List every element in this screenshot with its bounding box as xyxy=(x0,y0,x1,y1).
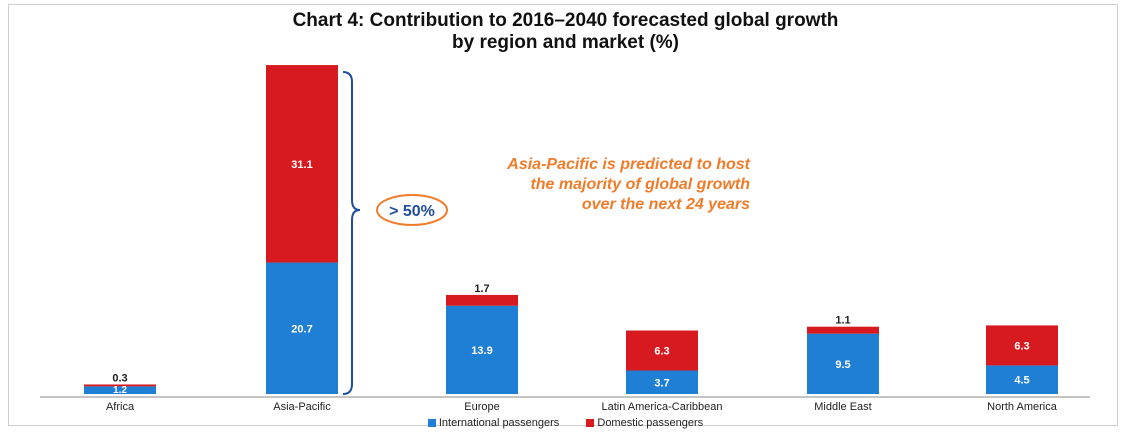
x-tick-label-africa: Africa xyxy=(106,401,135,413)
data-label-domestic-latin-america-caribbean: 6.3 xyxy=(654,346,669,358)
x-tick-label-middle-east: Middle East xyxy=(814,401,871,413)
legend-label-international: International passengers xyxy=(438,417,560,429)
x-tick-label-north-america: North America xyxy=(987,401,1058,413)
asia-pacific-annotation: Asia-Pacific is predicted to host the ma… xyxy=(360,155,750,215)
chart-title-line-2: by region and market (%) xyxy=(452,32,679,53)
x-tick-label-europe: Europe xyxy=(464,401,499,413)
x-tick-label-asia-pacific: Asia-Pacific xyxy=(273,401,331,413)
x-tick-label-latin-america-caribbean: Latin America-Caribbean xyxy=(601,401,722,413)
bar-domestic-latin-america-caribbean xyxy=(626,330,698,371)
data-label-international-north-america: 4.5 xyxy=(1014,375,1029,387)
annotation-line-1: Asia-Pacific is predicted to host xyxy=(507,156,750,173)
chart-title-line-1: Chart 4: Contribution to 2016–2040 forec… xyxy=(292,10,839,31)
data-label-international-asia-pacific: 20.7 xyxy=(291,323,312,335)
data-label-domestic-asia-pacific: 31.1 xyxy=(291,159,312,171)
bar-international-asia-pacific xyxy=(266,262,338,394)
bar-domestic-asia-pacific xyxy=(266,65,338,263)
chart-title: Chart 4: Contribution to 2016–2040 forec… xyxy=(0,10,1131,54)
chart-legend: International passengers Domestic passen… xyxy=(0,417,1131,430)
bar-domestic-africa xyxy=(84,384,156,387)
data-label-domestic-africa: 0.3 xyxy=(112,372,127,384)
majority-ellipse xyxy=(376,194,448,226)
data-label-international-middle-east: 9.5 xyxy=(835,359,850,371)
chart-frame xyxy=(8,4,1118,426)
annotation-line-3: over the next 24 years xyxy=(581,196,750,213)
bar-international-middle-east xyxy=(807,333,879,394)
majority-label: > 50% xyxy=(389,203,435,220)
data-label-domestic-middle-east: 1.1 xyxy=(835,315,850,327)
bar-international-north-america xyxy=(986,365,1058,394)
bar-international-africa xyxy=(84,386,156,394)
bar-domestic-europe xyxy=(446,294,518,306)
bar-international-latin-america-caribbean xyxy=(626,370,698,394)
legend-swatch-international xyxy=(427,419,436,427)
legend-label-domestic: Domestic passengers xyxy=(597,417,704,429)
bar-domestic-north-america xyxy=(986,325,1058,366)
majority-bracket xyxy=(342,71,361,395)
legend-item-domestic: Domestic passengers xyxy=(586,417,703,429)
legend-swatch-domestic xyxy=(586,419,595,427)
data-label-international-africa: 1.2 xyxy=(113,385,127,396)
legend-item-international: International passengers xyxy=(427,417,560,429)
data-label-international-latin-america-caribbean: 3.7 xyxy=(654,377,669,389)
bar-domestic-middle-east xyxy=(807,326,879,334)
data-label-domestic-north-america: 6.3 xyxy=(1014,340,1029,352)
annotation-line-2: the majority of global growth xyxy=(530,176,750,193)
bar-international-europe xyxy=(446,305,518,394)
data-label-domestic-europe: 1.7 xyxy=(474,283,489,295)
data-label-international-europe: 13.9 xyxy=(471,345,492,357)
